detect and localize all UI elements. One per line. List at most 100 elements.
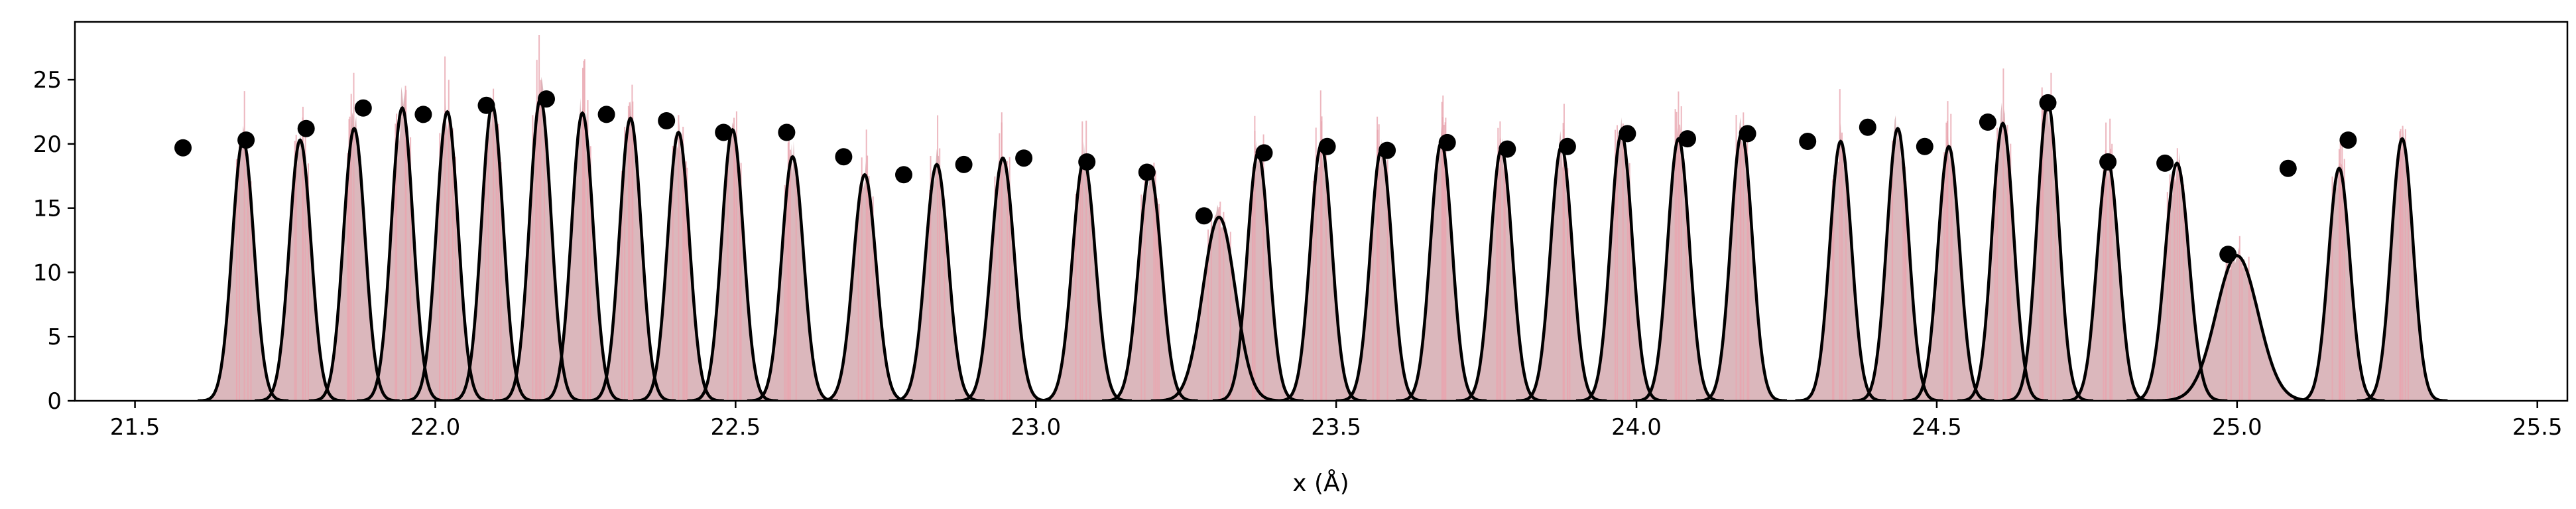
gaussian-fit-curve [955, 156, 1051, 401]
scatter-point [1438, 133, 1456, 151]
histogram-area [1102, 163, 1198, 401]
scatter-point [1078, 153, 1096, 171]
x-axis-title: x (Å) [1292, 469, 1349, 497]
scatter-point [1499, 140, 1516, 158]
scatter-point [1859, 118, 1876, 136]
histogram-area [2062, 151, 2154, 401]
gaussian-fit-curve [1852, 126, 1943, 401]
gaussian-fit-curve [536, 111, 628, 401]
scatter-point [1619, 125, 1636, 143]
scatter-point [955, 155, 973, 173]
scatter-point [1979, 113, 1996, 131]
gaussian-fit-curve [2357, 137, 2448, 401]
scatter-point [1799, 133, 1817, 150]
gaussian-fit-curve [308, 126, 400, 401]
scatter-point [1679, 130, 1696, 148]
scatter-point [237, 131, 255, 149]
histogram-area [955, 158, 1051, 401]
axes-frame [74, 21, 2569, 402]
scatter-point [2219, 246, 2237, 263]
gaussian-fit-curve [1150, 215, 1288, 401]
y-tick-label: 25 [33, 67, 62, 94]
gaussian-fit-curve [2126, 161, 2228, 401]
gaussian-fit-curve [1795, 139, 1886, 401]
scatter-point [835, 148, 853, 166]
scatter-point [2099, 153, 2117, 171]
scatter-point [2279, 159, 2297, 177]
x-tick-label: 24.5 [1912, 414, 1962, 441]
gaussian-fit-curve [1633, 137, 1724, 401]
gaussian-fit-curve [1957, 121, 2048, 401]
histogram-area [1455, 135, 1547, 401]
histogram-area [2148, 247, 2325, 401]
gaussian-fit-curve [255, 138, 346, 401]
y-tick-label: 5 [47, 324, 62, 350]
scatter-point [1318, 137, 1336, 155]
histogram-area [1696, 117, 1787, 401]
histogram-area [1212, 140, 1304, 401]
scatter-point [2039, 94, 2057, 111]
scatter-point [597, 106, 615, 123]
histogram-area [889, 149, 985, 401]
histogram-area [357, 86, 448, 401]
scatter-point [715, 123, 733, 141]
gaussian-fit-curve [2294, 167, 2385, 401]
histogram-area [1036, 141, 1132, 401]
scatter-point [1739, 125, 1756, 143]
histogram-area [1516, 131, 1607, 401]
histogram-area [687, 122, 778, 401]
scatter-point [658, 112, 676, 129]
histogram-area [816, 161, 913, 401]
x-tick-label: 21.5 [110, 414, 160, 441]
x-tick-label: 22.0 [410, 414, 461, 441]
scatter-point [1916, 137, 1933, 155]
x-tick-label: 25.0 [2212, 414, 2262, 441]
gaussian-fit-curve [816, 173, 913, 401]
histogram-area [1795, 123, 1886, 401]
y-tick-label: 0 [47, 388, 62, 415]
scatter-point [2156, 154, 2174, 172]
scatter-point [477, 96, 495, 114]
plot-area [174, 35, 2448, 401]
gaussian-fit-curve [633, 130, 724, 401]
histogram-area [747, 141, 838, 401]
scatter-point [174, 139, 192, 157]
x-tick-label: 23.5 [1311, 414, 1361, 441]
y-tick-label: 10 [33, 259, 62, 286]
histogram-area [585, 100, 676, 401]
histogram-area [1335, 139, 1427, 401]
gaussian-fit-curve [402, 109, 493, 401]
scatter-point [2339, 131, 2357, 149]
histogram-area [198, 125, 289, 401]
scatter-point [354, 99, 372, 117]
axes: 21.5 22.0 22.5 23.0 23.5 24.0 24.5 25.0 25.5 0 5 10… [33, 21, 2569, 441]
gaussian-fit-curve [2148, 254, 2325, 401]
histogram-area [2002, 98, 2093, 401]
scatter-point [1379, 141, 1396, 159]
scatter-point [1558, 137, 1576, 155]
histogram-area [402, 96, 493, 401]
gaussian-fit-curve [747, 155, 838, 401]
x-tick-label: 25.5 [2512, 414, 2563, 441]
scatter-point [778, 123, 796, 141]
x-tick-label: 23.0 [1011, 414, 1061, 441]
plot-inner [174, 35, 2448, 401]
x-tick-label: 24.0 [1611, 414, 1662, 441]
gaussian-fit-curve [1903, 145, 1994, 401]
gaussian-fit-curve [585, 116, 676, 401]
scatter-point [414, 106, 432, 123]
histogram-area [447, 94, 538, 401]
scatter-point [895, 166, 912, 184]
histogram-area [1396, 126, 1487, 401]
gaussian-fit-curve [357, 106, 448, 401]
scatter-point [1138, 163, 1156, 181]
y-tick-label: 15 [33, 196, 62, 222]
scatter-point [1195, 207, 1213, 225]
histogram-area [1575, 117, 1667, 401]
histogram-area [1852, 115, 1943, 401]
scatter-point [1255, 144, 1273, 162]
y-tick-label: 20 [33, 131, 62, 158]
